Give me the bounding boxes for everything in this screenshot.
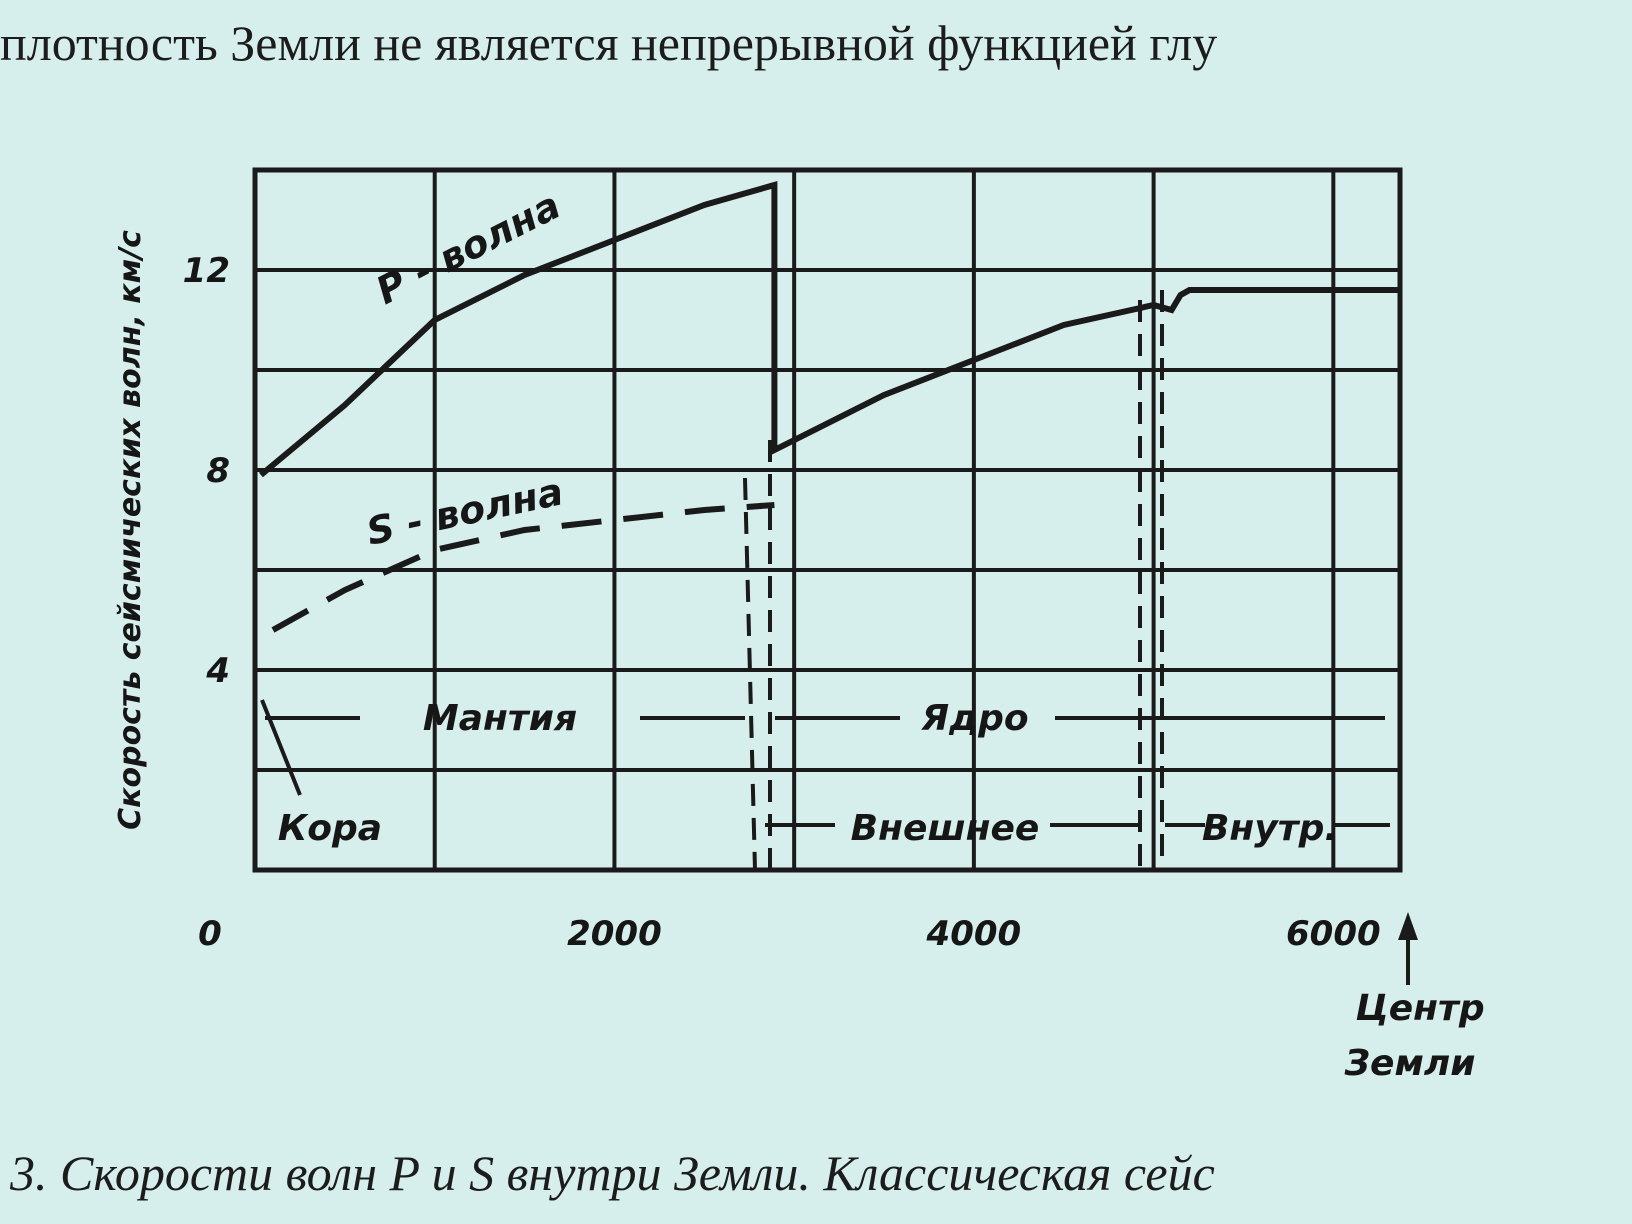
x-tick-label: 6000 bbox=[1286, 914, 1381, 954]
x-tick-label: 2000 bbox=[567, 914, 662, 954]
caption: 3. Скорости волн P и S внутри Земли. Кла… bbox=[9, 1145, 1215, 1201]
center-arrowhead bbox=[1398, 912, 1418, 940]
crust-pointer bbox=[260, 699, 302, 796]
boundary-line bbox=[743, 477, 757, 871]
x-tick-label: 0 bbox=[198, 914, 222, 954]
region-label: Земли bbox=[1343, 1043, 1475, 1084]
y-tick-label: 4 bbox=[205, 651, 230, 691]
region-label: Внутр. bbox=[1202, 808, 1338, 849]
y-tick-label: 8 bbox=[206, 451, 230, 491]
y-axis-label: Скорость сейсмических волн, км/с bbox=[113, 230, 148, 830]
series-label: P - волна bbox=[369, 183, 567, 313]
region-label: Мантия bbox=[423, 698, 577, 739]
region-label: Внешнее bbox=[851, 808, 1040, 849]
y-tick-label: 12 bbox=[183, 251, 230, 291]
region-label: Ядро bbox=[920, 698, 1028, 739]
x-tick-label: 4000 bbox=[926, 914, 1022, 954]
region-label: Центр bbox=[1355, 988, 1484, 1029]
region-label: Кора bbox=[278, 808, 382, 849]
series-line bbox=[259, 181, 1400, 478]
top-text: плотность Земли не является непрерывной … bbox=[0, 15, 1217, 71]
plot-frame bbox=[252, 167, 1403, 873]
series-line bbox=[271, 502, 775, 633]
